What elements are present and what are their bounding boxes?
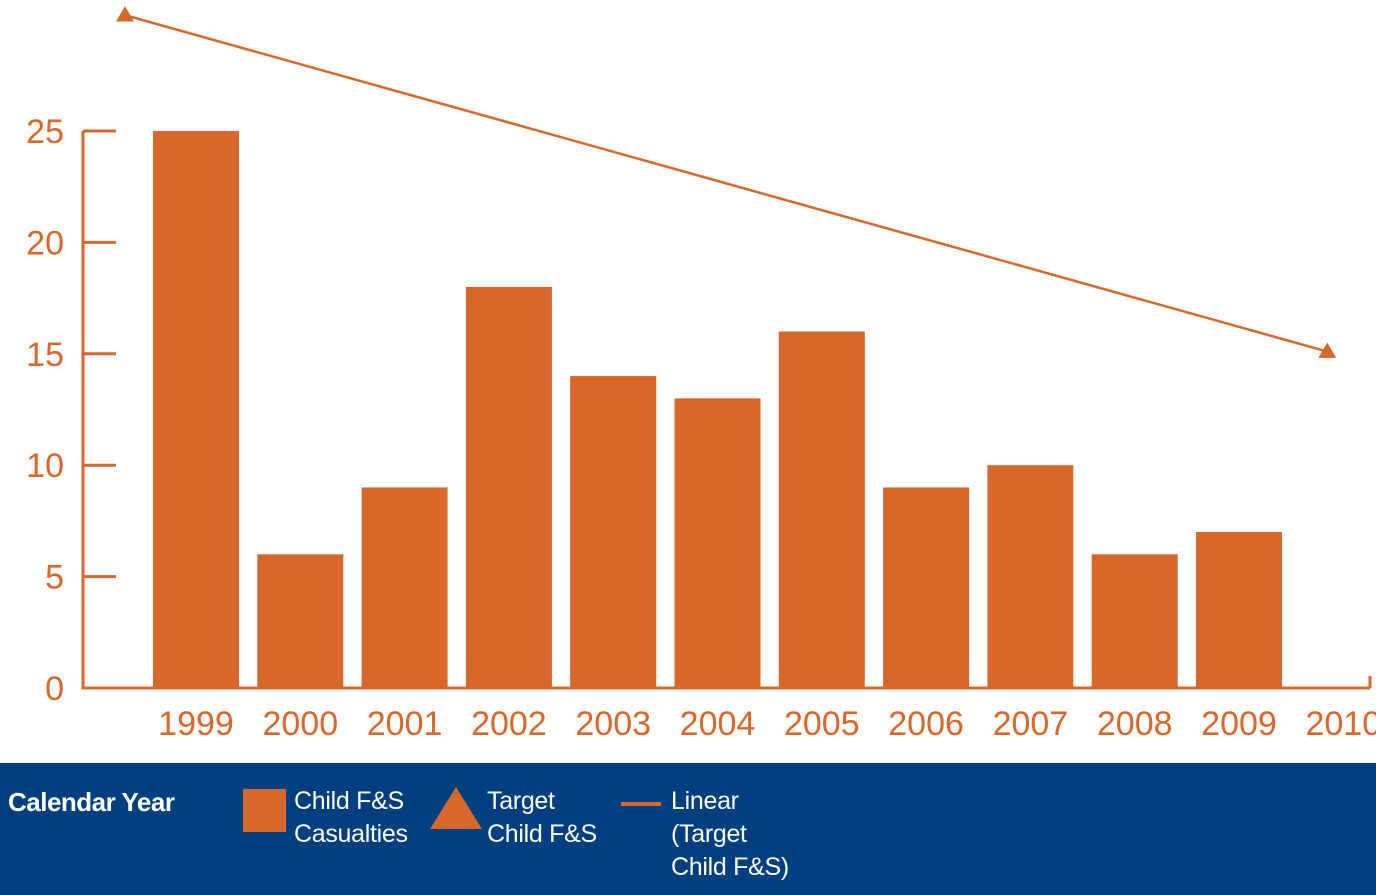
x-tick-label-2000: 2000 [262, 705, 338, 743]
bar-2001 [361, 487, 448, 688]
x-tick-label-2007: 2007 [993, 705, 1069, 743]
legend-title: Calendar Year [8, 787, 175, 817]
bar-chart: 0 5 10 15 20 25 1999 2000 2001 2002 2003 2004 2005 20… [26, 6, 1376, 743]
square-swatch-icon [243, 789, 286, 832]
bar-2007 [987, 465, 1074, 688]
bar-2003 [570, 376, 657, 688]
bar-2009 [1196, 532, 1282, 688]
triangle-swatch-icon [430, 787, 482, 829]
bar-2006 [883, 487, 970, 688]
legend-item-casualties: Child F&S Casualties [243, 785, 408, 851]
bar-2004 [674, 398, 761, 688]
y-tick-label-15: 15 [26, 336, 64, 374]
x-tick-label-2009: 2009 [1201, 705, 1277, 743]
y-tick-label-20: 20 [26, 224, 64, 262]
bar-2000 [257, 554, 344, 688]
x-tick-label-2008: 2008 [1097, 705, 1173, 743]
bar-2005 [778, 331, 865, 688]
line-swatch-icon [621, 802, 661, 806]
x-tick-label-2005: 2005 [784, 705, 860, 743]
legend-item-target: Target Child F&S [430, 785, 597, 851]
x-tick-label-2003: 2003 [575, 705, 651, 743]
x-tick-label-2010: 2010 [1305, 705, 1376, 743]
legend-bar: Calendar Year Child F&S Casualties Targe… [0, 763, 1376, 895]
bar-2002 [465, 286, 552, 688]
y-tick-label-10: 10 [26, 447, 64, 485]
chart-area: 0 5 10 15 20 25 1999 2000 2001 2002 2003 2004 2005 20… [26, 6, 1376, 743]
x-tick-label-2001: 2001 [367, 705, 443, 743]
x-tick-label-2006: 2006 [888, 705, 964, 743]
target-marker-2010 [1318, 342, 1337, 358]
legend-item-linear: Linear (Target Child F&S) [621, 785, 789, 884]
bar-1999 [153, 131, 239, 688]
y-tick-label-5: 5 [45, 559, 64, 597]
y-tick-label-25: 25 [26, 113, 64, 151]
bar-2008 [1091, 554, 1178, 688]
y-tick-label-0: 0 [45, 670, 64, 708]
legend-label-linear: Linear (Target Child F&S) [671, 787, 789, 881]
legend-label-target: Target Child F&S [487, 787, 597, 848]
legend-label-casualties: Child F&S Casualties [294, 787, 408, 848]
x-tick-label-2002: 2002 [471, 705, 547, 743]
trend-line [124, 13, 1328, 353]
x-tick-label-1999: 1999 [158, 705, 234, 743]
target-marker-1999 [116, 6, 134, 22]
x-tick-label-2004: 2004 [680, 705, 756, 743]
